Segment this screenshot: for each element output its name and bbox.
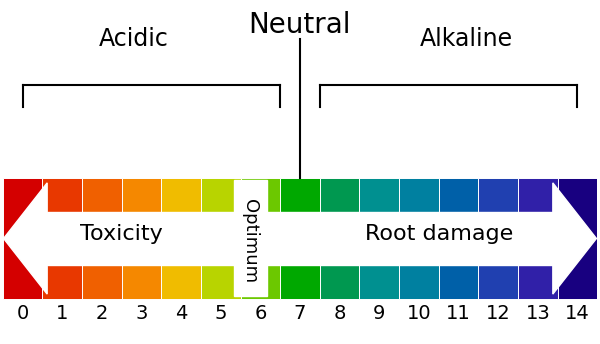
Bar bbox=[161, 178, 201, 299]
Bar bbox=[43, 178, 82, 299]
Text: 4: 4 bbox=[175, 304, 187, 323]
Bar bbox=[478, 178, 518, 299]
Text: Neutral: Neutral bbox=[249, 11, 351, 39]
Bar bbox=[3, 178, 43, 299]
Bar bbox=[47, 212, 553, 265]
Text: 12: 12 bbox=[486, 304, 511, 323]
Text: 5: 5 bbox=[214, 304, 227, 323]
Text: 3: 3 bbox=[135, 304, 148, 323]
Text: 7: 7 bbox=[294, 304, 306, 323]
Bar bbox=[241, 178, 280, 299]
Bar bbox=[439, 178, 478, 299]
Text: 11: 11 bbox=[446, 304, 471, 323]
Text: Acidic: Acidic bbox=[98, 27, 169, 51]
Bar bbox=[320, 178, 359, 299]
Bar bbox=[359, 178, 399, 299]
Bar bbox=[280, 178, 320, 299]
Polygon shape bbox=[4, 183, 47, 294]
Text: 14: 14 bbox=[565, 304, 590, 323]
Text: 13: 13 bbox=[526, 304, 550, 323]
Polygon shape bbox=[553, 183, 596, 294]
Bar bbox=[122, 178, 161, 299]
Text: Optimum: Optimum bbox=[241, 199, 259, 283]
Text: Alkaline: Alkaline bbox=[420, 27, 513, 51]
Text: 8: 8 bbox=[334, 304, 346, 323]
Bar bbox=[201, 178, 241, 299]
Text: 2: 2 bbox=[95, 304, 108, 323]
Text: 9: 9 bbox=[373, 304, 385, 323]
Bar bbox=[557, 178, 597, 299]
Text: 0: 0 bbox=[16, 304, 29, 323]
Bar bbox=[399, 178, 439, 299]
Bar bbox=[82, 178, 122, 299]
Text: Root damage: Root damage bbox=[365, 224, 513, 244]
Text: 6: 6 bbox=[254, 304, 266, 323]
Text: 10: 10 bbox=[407, 304, 431, 323]
Text: Toxicity: Toxicity bbox=[80, 224, 163, 244]
Bar bbox=[518, 178, 557, 299]
Text: 1: 1 bbox=[56, 304, 68, 323]
FancyBboxPatch shape bbox=[233, 181, 268, 297]
